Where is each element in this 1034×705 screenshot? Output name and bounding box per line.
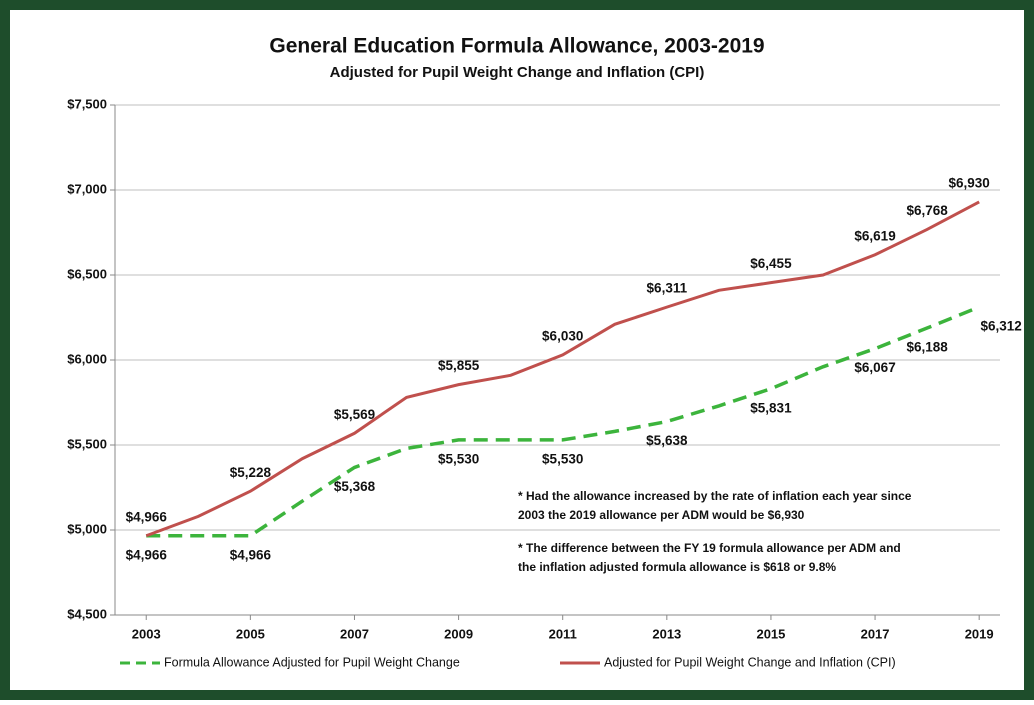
data-label: $5,831 (750, 400, 792, 415)
data-label: $4,966 (230, 547, 272, 562)
chart-title: General Education Formula Allowance, 200… (269, 35, 764, 58)
data-label: $6,030 (542, 328, 583, 343)
x-tick-label: 2015 (756, 626, 785, 641)
data-label: $6,311 (647, 281, 688, 296)
x-tick-label: 2005 (236, 626, 265, 641)
series-line (146, 305, 980, 538)
x-tick-label: 2007 (340, 626, 369, 641)
data-label: $4,966 (126, 547, 168, 562)
annotation: * The difference between the FY 19 formu… (518, 541, 901, 555)
data-label: $6,312 (981, 319, 1022, 334)
data-label: $5,228 (230, 465, 272, 480)
y-tick-label: $4,500 (67, 606, 107, 621)
data-label: $4,966 (126, 509, 168, 524)
data-label: $5,530 (438, 451, 479, 466)
annotation: the inflation adjusted formula allowance… (518, 560, 836, 574)
x-tick-label: 2009 (444, 626, 473, 641)
series-line (145, 200, 980, 538)
data-label: $5,569 (334, 407, 375, 422)
y-tick-label: $6,000 (67, 351, 107, 366)
y-tick-label: $6,500 (67, 266, 107, 281)
data-label: $5,638 (646, 433, 688, 448)
data-label: $6,067 (854, 360, 895, 375)
x-tick-label: 2013 (652, 626, 681, 641)
x-tick-label: 2003 (132, 626, 161, 641)
data-label: $6,188 (906, 340, 948, 355)
chart-subtitle: Adjusted for Pupil Weight Change and Inf… (330, 64, 705, 81)
annotation: 2003 the 2019 allowance per ADM would be… (518, 508, 805, 522)
data-label: $6,768 (906, 203, 948, 218)
y-tick-label: $7,000 (67, 181, 107, 196)
data-label: $6,930 (949, 175, 990, 190)
data-label: $5,368 (334, 479, 376, 494)
legend-label: Adjusted for Pupil Weight Change and Inf… (604, 655, 896, 669)
legend-label: Formula Allowance Adjusted for Pupil Wei… (164, 655, 460, 669)
y-tick-label: $5,000 (67, 521, 107, 536)
annotation: * Had the allowance increased by the rat… (518, 489, 912, 503)
data-label: $6,455 (750, 256, 792, 271)
x-tick-label: 2011 (549, 626, 577, 641)
x-tick-label: 2017 (861, 626, 890, 641)
data-label: $6,619 (854, 228, 895, 243)
y-tick-label: $5,500 (67, 436, 107, 451)
data-label: $5,855 (438, 358, 480, 373)
x-tick-label: 2019 (965, 626, 994, 641)
y-tick-label: $7,500 (67, 96, 107, 111)
data-label: $5,530 (542, 451, 583, 466)
